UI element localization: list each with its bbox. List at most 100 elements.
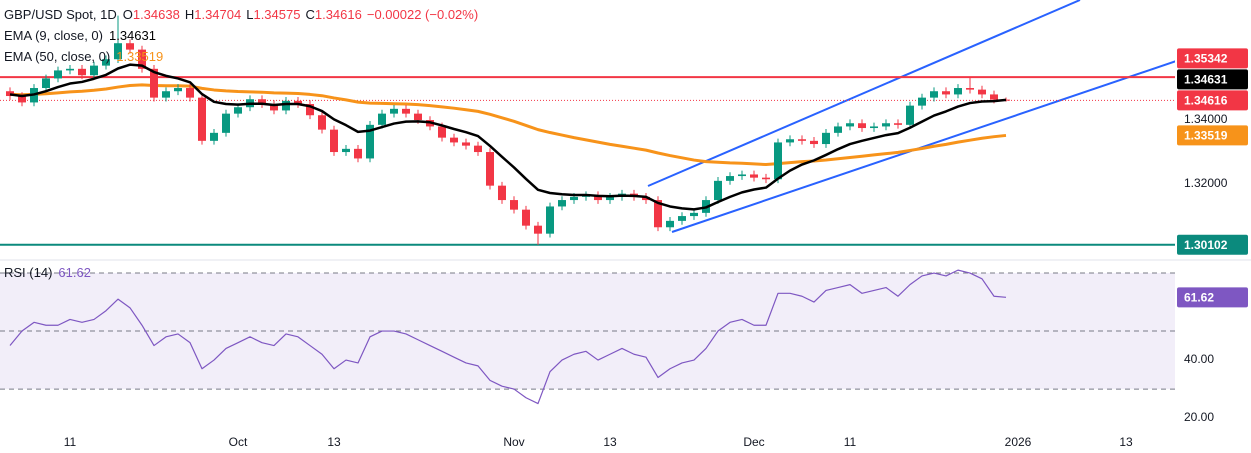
candle-body [342,148,350,153]
candle-body [594,195,602,201]
legend-title: RSI (14) [4,265,52,280]
candle-body [498,185,506,201]
candle-body [570,196,578,201]
candle-body [654,200,662,228]
candle-body [90,65,98,76]
price-tag [1177,234,1248,255]
legend-value: 1.34616 [315,7,362,22]
candle-body [714,180,722,201]
axes: 1.34000 1.32000 11 Oct 13 Nov 13 Dec 11 2026 13 1.3… [64,48,1248,449]
price-tag [1177,69,1248,90]
x-tick-label: 13 [327,435,341,449]
candle-body [642,196,650,201]
y-tick-label: 40.00 [1184,352,1214,366]
candle-body [54,70,62,79]
candle-body [546,206,554,234]
channel-upper [647,0,1081,187]
candle-body [282,100,290,111]
x-tick-label: Dec [743,435,764,449]
legend-ohlc: GBP/USD Spot, 1D O1.34638 H1.34704 L1.34575… [4,7,478,22]
candle-body [522,209,530,226]
price-tag [1177,48,1248,69]
candle-body [114,43,122,60]
legend-series-name: EMA (50, close, 0) [4,49,110,64]
candle-body [918,97,926,106]
price-tag-label: 1.34616 [1184,93,1228,107]
candle-body [102,59,110,66]
candle-body [666,220,674,228]
price-tag [1177,287,1248,308]
candle-body [834,126,842,133]
legend-ema-slow: EMA (50, close, 0) 1.33519 [4,49,163,64]
x-tick-label: Oct [229,435,248,449]
price-tag-label: 1.30102 [1184,238,1228,252]
candle-body [138,49,146,69]
candle-body [66,68,74,71]
candle-body [930,91,938,98]
candle-body [462,142,470,146]
candle-body [270,104,278,111]
candle-body [726,176,734,181]
candle-body [126,43,134,50]
rsi-line [9,269,1007,405]
price-tag [1177,90,1248,111]
x-tick-label: Nov [503,435,524,449]
candle-body [954,88,962,95]
candle-body [6,91,14,97]
candle-body [174,88,182,92]
candle-body [822,132,830,145]
price-tag [1177,125,1248,146]
legend-value: 1.34638 [133,7,180,22]
candle-body [750,174,758,178]
candle-body [558,200,566,207]
candle-body [402,108,410,114]
legend-key: L [246,7,253,22]
candle-body [78,68,86,76]
candle-body [210,132,218,141]
candle-body [306,104,314,116]
candle-body [894,123,902,125]
candle-body [762,177,770,180]
candle-body [966,88,974,90]
candle-body [18,96,26,103]
legend-value: 61.62 [58,265,91,280]
candle-body [366,124,374,159]
channel-lower [671,60,1175,233]
legend-value: 1.34575 [253,7,300,22]
candle-body [186,88,194,98]
candle-body [942,91,950,95]
legend-key: O [123,7,133,22]
candle-body [294,100,302,105]
candle-body [222,113,230,133]
y-tick-label: 1.32000 [1184,176,1228,190]
x-tick-label: 13 [603,435,617,449]
candle-body [438,126,446,138]
candle-body [198,97,206,141]
candle-body [258,99,266,105]
candle-body [330,129,338,153]
legend-value: 1.34704 [194,7,241,22]
candle-body [882,123,890,127]
candle-body [990,94,998,100]
legend-change: −0.00022 (−0.02%) [367,7,478,22]
legend-series-value: 1.34631 [109,28,156,43]
candle-body [870,126,878,129]
candle-body [690,212,698,217]
candle-body [150,68,158,98]
candle-body [390,108,398,114]
y-tick-label: 20.00 [1184,410,1214,424]
candle-body [858,123,866,129]
x-tick-label: 2026 [1005,435,1032,449]
legend-key: H [185,7,194,22]
legend-ema-fast: EMA (9, close, 0) 1.34631 [4,28,156,43]
candle-body [606,196,614,201]
candle-body [846,123,854,127]
candle-body [318,115,326,130]
legend-title: GBP/USD Spot, 1D [4,7,117,22]
price-tag-label: 61.62 [1184,291,1214,305]
legend-series-value: 1.33519 [116,49,163,64]
candle-body [978,89,986,95]
candle-body [486,152,494,186]
